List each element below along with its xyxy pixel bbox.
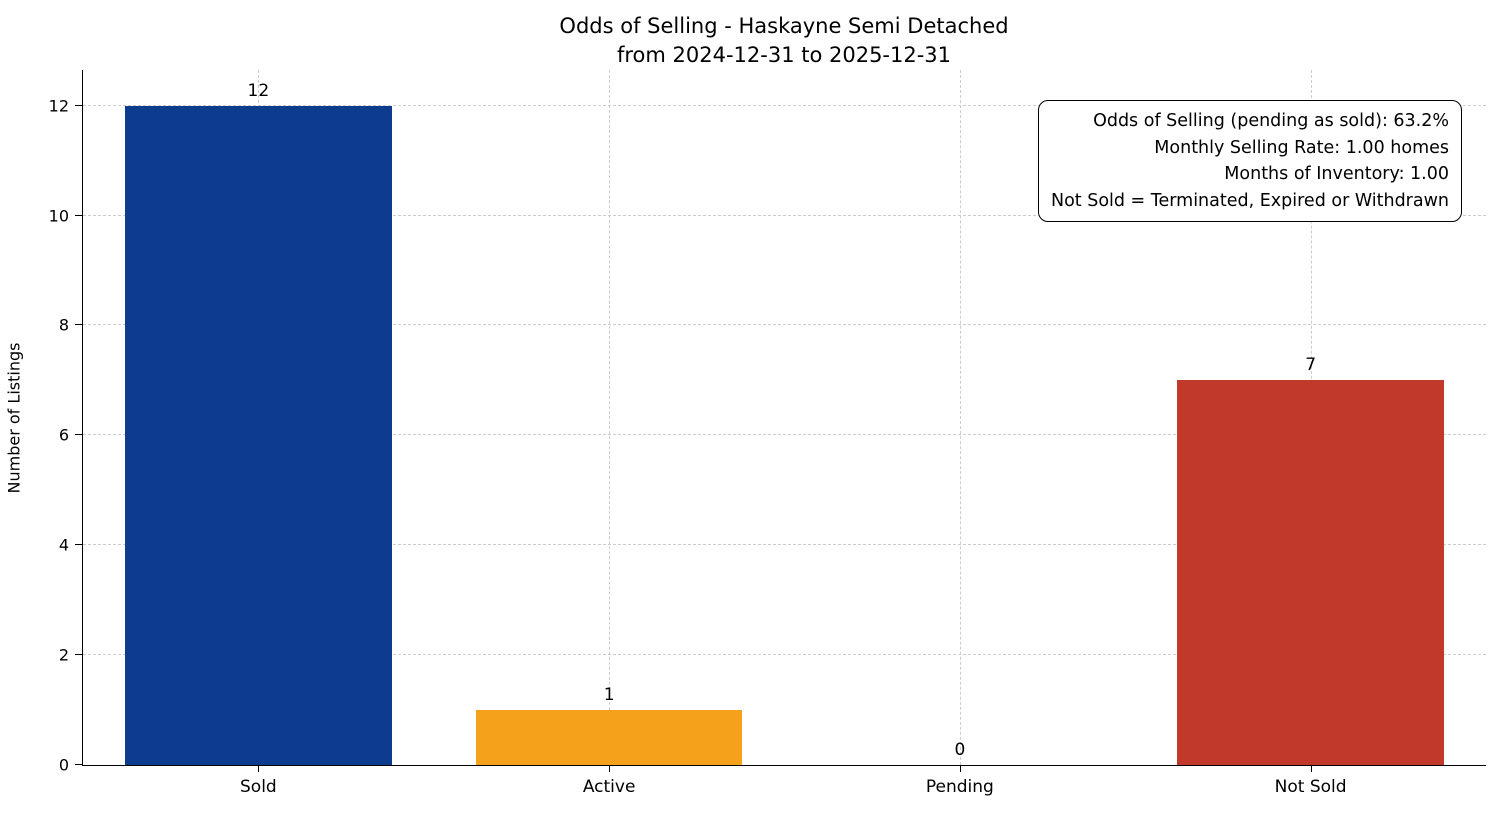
x-tick-mark [1310, 765, 1312, 772]
gridline-vertical [609, 70, 611, 765]
chart-title: Odds of Selling - Haskayne Semi Detached [559, 14, 1009, 38]
gridline-horizontal [83, 434, 1486, 436]
x-tick-label: Not Sold [1274, 777, 1347, 797]
annotation-box: Odds of Selling (pending as sold): 63.2%… [1037, 100, 1462, 222]
bar-value-label: 0 [954, 740, 966, 760]
bar-active [475, 710, 743, 765]
bar-not-sold [1177, 380, 1444, 765]
y-tick-mark [75, 104, 82, 106]
x-tick-label: Pending [925, 777, 994, 797]
y-tick-label: 10 [48, 206, 69, 226]
x-tick-label: Active [582, 777, 636, 797]
bar-value-label: 7 [1305, 355, 1317, 376]
y-tick-mark [75, 214, 82, 216]
annotation-line-rate: Monthly Selling Rate: 1.00 homes [1154, 137, 1449, 158]
gridline-horizontal [83, 544, 1486, 546]
y-tick-label: 12 [48, 96, 69, 116]
annotation-line-notsold-def: Not Sold = Terminated, Expired or Withdr… [1050, 190, 1449, 211]
y-tick-label: 6 [58, 425, 69, 445]
x-tick-mark [258, 765, 260, 772]
gridline-horizontal [83, 654, 1486, 656]
gridline-vertical [959, 70, 961, 765]
gridline-horizontal [83, 104, 1486, 106]
y-tick-label: 0 [58, 755, 69, 775]
plot-area: Odds of Selling (pending as sold): 63.2%… [49, 70, 1486, 797]
y-tick-label: 8 [58, 315, 69, 335]
gridline-horizontal [83, 324, 1486, 326]
chart-subtitle: from 2024-12-31 to 2025-12-31 [616, 43, 952, 67]
x-tick-mark [609, 765, 611, 772]
x-tick-label: Sold [240, 777, 277, 797]
gridline-horizontal [83, 214, 1486, 216]
y-tick-label: 2 [58, 645, 69, 665]
y-tick-label: 4 [58, 535, 69, 555]
chart-title-block: Odds of Selling - Haskayne Semi Detached… [82, 12, 1486, 70]
x-tick-mark [959, 765, 961, 772]
bar-value-label: 1 [603, 685, 615, 706]
bar-sold [125, 105, 392, 765]
annotation-line-inventory: Months of Inventory: 1.00 [1224, 164, 1449, 184]
annotation-line-odds: Odds of Selling (pending as sold): 63.2% [1093, 111, 1449, 131]
y-axis-label: Number of Listings [4, 342, 24, 494]
y-tick-mark [75, 324, 82, 326]
y-tick-mark [75, 434, 82, 436]
y-tick-mark [75, 654, 82, 656]
y-tick-mark [75, 544, 82, 546]
bar-value-label: 12 [247, 80, 270, 101]
y-tick-mark [75, 764, 82, 765]
